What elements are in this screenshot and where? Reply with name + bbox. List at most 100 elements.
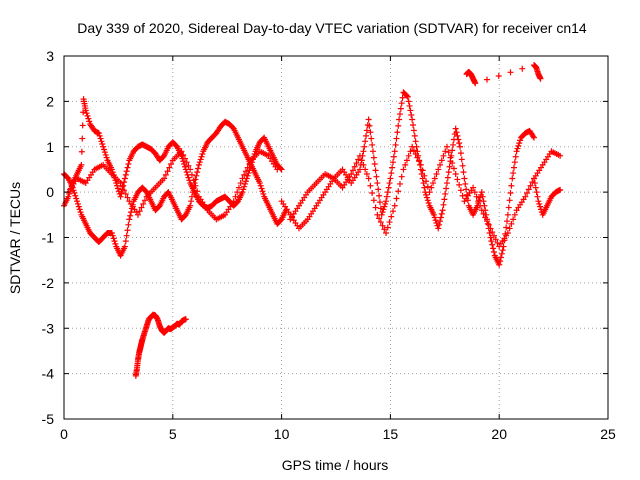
data-point-interp [122,238,129,245]
data-point-interp [511,159,518,166]
data-point-interp [140,200,147,207]
data-point-interp [456,181,463,188]
data-point [134,211,141,218]
data-point-interp [398,100,405,107]
data-point-interp [437,161,444,168]
data-point-interp [512,153,519,160]
data-point-interp [240,186,247,193]
data-point [74,198,81,205]
data-point [256,180,263,187]
data-point-interp [195,165,202,172]
data-point-interp [258,185,265,192]
data-point-interp [510,170,517,177]
data-point-interp [399,94,406,101]
data-point-interp [450,165,457,172]
data-point-interp [532,184,539,191]
data-point-interp [421,172,428,179]
data-point-interp [421,184,428,191]
data-point-interp [510,216,517,223]
data-point-interp [370,154,377,161]
data-point-interp [405,98,412,105]
data-point-interp [193,172,200,179]
data-point-interp [449,147,456,154]
data-point-interp [489,229,496,236]
data-point [178,148,185,155]
data-point-interp [111,238,118,245]
series-7 [463,62,544,87]
data-point-interp [482,214,489,221]
data-point-interp [242,180,249,187]
data-point-interp [511,211,518,218]
data-point [117,193,124,200]
data-point-interp [101,149,108,156]
data-point-interp [495,72,502,79]
data-point-interp [455,136,462,143]
data-point-interp [457,187,464,194]
data-point-interp [432,217,439,224]
data-point-interp [457,150,464,157]
data-point-interp [412,151,419,158]
data-point-interp [384,224,391,231]
data-point-interp [376,199,383,206]
data-point-interp [489,241,496,248]
data-point [126,216,133,223]
data-point-interp [442,190,449,197]
data-point-interp [390,159,397,166]
data-point-interp [397,105,404,112]
data-point [369,148,376,155]
data-point [557,152,564,159]
data-point-interp [77,209,84,216]
data-point [121,175,128,182]
data-point-interp [382,200,389,207]
data-point-interp [199,151,206,158]
data-point-interp [514,145,521,152]
data-point [391,148,398,155]
data-point [391,202,398,209]
data-point-interp [416,158,423,165]
data-point-interp [524,190,531,197]
data-point-interp [124,164,131,171]
x-tick-label: 5 [169,426,177,442]
data-point-interp [492,236,499,243]
data-point-interp [125,160,132,167]
data-point-interp [533,189,540,196]
data-point-interp [410,121,417,128]
data-point-interp [112,240,119,247]
data-point-interp [477,194,484,201]
x-tick-label: 25 [600,426,616,442]
data-point-interp [530,133,537,140]
data-point-interp [394,129,401,136]
data-point-interp [480,198,487,205]
data-point [537,75,544,82]
data-point [435,225,442,232]
data-point-interp [138,204,145,211]
data-point-interp [121,187,128,194]
data-point-interp [475,198,482,205]
data-point-interp [527,182,534,189]
data-point-interp [436,221,443,228]
data-point-interp [360,161,367,168]
data-point-interp [396,180,403,187]
data-point-interp [232,193,239,200]
axes: 0 5 10 15 20 25 -5 -4 -3 -2 -1 0 1 2 3 [42,48,616,442]
data-point-interp [277,165,284,172]
data-point-interp [508,182,515,189]
data-point-interp [460,169,467,176]
data-point-interp [99,141,106,148]
y-tick-label: -2 [42,275,55,291]
data-point-interp [358,157,365,164]
data-point [361,143,368,150]
data-point-interp [454,176,461,183]
data-point [356,166,363,173]
data-point [472,80,479,87]
data-point-interp [486,229,493,236]
data-point-interp [437,218,444,225]
x-tick-label: 15 [383,426,399,442]
data-point [374,180,381,187]
data-point-interp [506,225,513,232]
data-point-interp [181,163,188,170]
data-point-interp [529,179,536,186]
data-point-interp [372,167,379,174]
data-point-interp [515,142,522,149]
data-point [409,116,416,123]
